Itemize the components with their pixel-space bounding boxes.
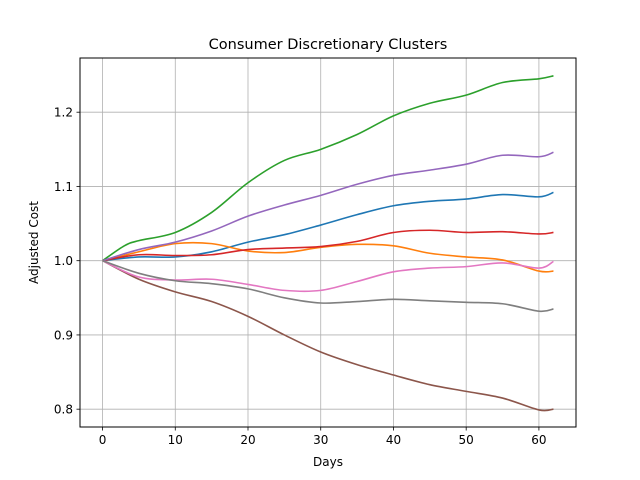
series-line-6 [102,259,554,412]
x-tick-label: 10 [168,433,183,447]
axes-frame [79,57,577,428]
y-tick-label: 0.9 [54,328,73,342]
series-line-1 [102,191,554,262]
y-axis-ticks: 0.8 0.9 1.0 1.1 1.2 [54,106,80,417]
series-line-4 [102,229,554,262]
y-tick-label: 1.1 [54,180,73,194]
chart-title: Consumer Discretionary Clusters [209,37,448,53]
series-line-7 [102,259,554,293]
grid [80,58,576,427]
x-tick-label: 40 [386,433,401,447]
series-line-8 [102,259,554,313]
y-tick-label: 1.0 [54,254,73,268]
x-tick-label: 20 [240,433,255,447]
series-line-2 [102,241,554,273]
x-tick-label: 30 [313,433,328,447]
x-axis-ticks: 0 10 20 30 40 50 60 [99,427,547,447]
plot-lines [102,75,554,412]
y-tick-label: 0.8 [54,403,73,417]
x-axis-label: Days [313,455,343,469]
x-tick-label: 60 [531,433,546,447]
series-line-5 [102,151,554,262]
series-line-3 [102,75,554,262]
x-tick-label: 0 [99,433,107,447]
x-tick-label: 50 [459,433,474,447]
y-tick-label: 1.2 [54,106,73,120]
y-axis-label: Adjusted Cost [27,201,41,284]
